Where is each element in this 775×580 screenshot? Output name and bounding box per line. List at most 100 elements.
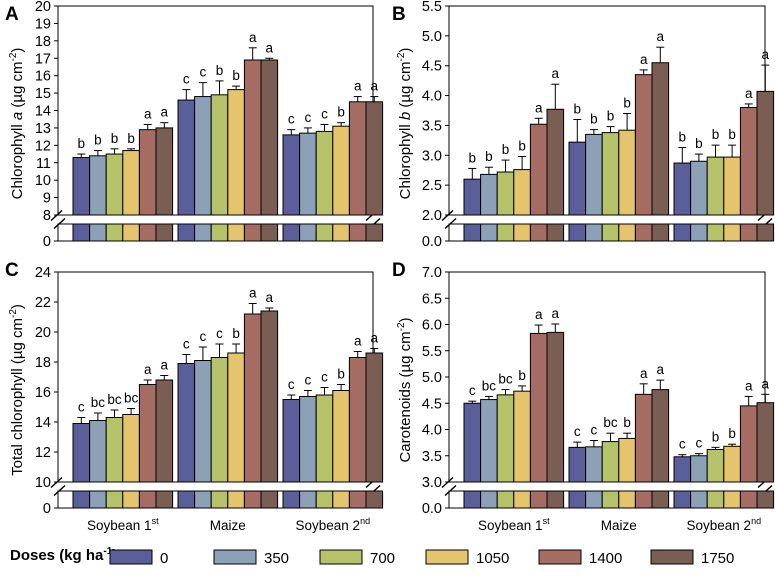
y-axis-label-text: Chlorophyll xyxy=(9,120,26,199)
y-tick-label: 20 xyxy=(35,325,51,341)
bar xyxy=(706,448,725,483)
significance-letter: c xyxy=(200,329,207,344)
bar-base xyxy=(756,223,775,242)
y-tick-label: 2.5 xyxy=(422,178,442,194)
bar xyxy=(463,178,482,216)
bar-base xyxy=(585,223,603,242)
bar-base xyxy=(177,223,196,242)
significance-letter: a xyxy=(640,52,648,67)
significance-letter: b xyxy=(94,133,102,148)
bar xyxy=(651,62,670,216)
bar-base xyxy=(299,490,317,509)
y-tick-label: 22 xyxy=(35,295,51,311)
bar-base xyxy=(227,223,245,242)
y-tick-label: 18 xyxy=(35,34,51,50)
x-group-label-text: Maize xyxy=(210,518,246,533)
axis-break-mark xyxy=(444,217,457,230)
y-axis-label-text: Chlorophyll xyxy=(397,120,414,199)
bar xyxy=(138,129,157,216)
bar-base xyxy=(105,490,124,509)
bar-group: c c bc ba a xyxy=(568,362,670,509)
y-tick-label: 3.0 xyxy=(422,475,442,491)
bar xyxy=(315,394,334,483)
bar xyxy=(348,101,367,216)
axis-break-gap xyxy=(758,216,772,223)
significance-letter: b xyxy=(469,150,477,165)
significance-letter: b xyxy=(127,131,135,146)
y-tick-label: 4.5 xyxy=(422,59,442,75)
y-axis-label-text: Carotenoids xyxy=(397,382,414,463)
y-tick-label: 6.5 xyxy=(422,291,442,307)
significance-letter: c xyxy=(78,400,85,415)
legend-items: 0 350 700 1050 1400 1750 xyxy=(109,549,734,567)
legend-swatch xyxy=(319,549,363,565)
significance-letter: c xyxy=(469,383,476,398)
y-tick-label: 10 xyxy=(35,173,51,189)
y-axis-ticks: 2.0 2.5 3.0 3.5 4.0 4.5 5.0 5.5 0.0 xyxy=(422,0,449,250)
y-tick-label: 16 xyxy=(35,385,51,401)
bar xyxy=(315,130,334,216)
bar-base xyxy=(194,223,212,242)
significance-letter: b xyxy=(518,368,526,383)
bar-group: c bc bc ba a xyxy=(463,306,565,509)
axis-break-gap xyxy=(442,483,456,490)
bar xyxy=(634,393,653,483)
y-axis-label-unit: (µg cm xyxy=(397,331,414,381)
bar-base xyxy=(618,490,636,509)
legend: Doses (kg ha-1) 0 350 700 1050 1400 1750 xyxy=(10,546,734,567)
bar xyxy=(739,107,758,216)
panel-label: B xyxy=(392,4,406,25)
bar xyxy=(332,125,350,216)
bar xyxy=(618,129,636,216)
significance-letter: c xyxy=(200,65,207,80)
bar-base xyxy=(155,223,174,242)
x-group-label: Soybean 1st xyxy=(87,516,159,533)
x-group-label-text: Soybean 2 xyxy=(296,518,361,533)
y-axis-label: Chlorophyll b (µg cm-2) xyxy=(396,48,414,200)
significance-letter: b xyxy=(728,426,736,441)
bar xyxy=(138,384,157,483)
bar-group: c bc bc bca a xyxy=(72,358,174,509)
y-tick-label: 0 xyxy=(43,234,51,250)
y-tick-label: 2.0 xyxy=(422,208,442,224)
x-group-label: Soybean 2nd xyxy=(296,516,371,533)
bar-base xyxy=(138,223,157,242)
significance-letter: a xyxy=(371,331,379,346)
axis-break-mark xyxy=(444,484,457,497)
y-tick-label: 5.5 xyxy=(422,344,442,360)
bar xyxy=(210,94,229,216)
bar xyxy=(480,399,498,483)
bar xyxy=(739,405,758,483)
y-tick-label: 13 xyxy=(35,121,51,137)
bar xyxy=(282,134,301,216)
legend-label: 700 xyxy=(370,550,395,567)
significance-letter: c xyxy=(216,326,223,341)
bar-base xyxy=(243,223,262,242)
bar-base xyxy=(332,490,350,509)
x-group-label-sup: st xyxy=(543,516,551,526)
axis-break-gap xyxy=(366,216,380,223)
significance-letter: c xyxy=(183,72,190,87)
bar-base xyxy=(210,490,229,509)
significance-letter: a xyxy=(745,378,753,393)
legend-label: 350 xyxy=(264,550,289,567)
y-axis-label-close: ) xyxy=(9,48,26,53)
significance-letter: b xyxy=(590,112,598,127)
bar xyxy=(568,446,587,483)
bar xyxy=(260,310,279,483)
significance-letter: a xyxy=(552,306,560,321)
bar-base xyxy=(739,223,758,242)
x-group-label: Soybean 1st xyxy=(478,516,550,533)
axis-break-gap xyxy=(442,216,456,223)
bar xyxy=(546,331,565,483)
bar xyxy=(513,169,531,216)
axis-break-mark xyxy=(53,217,66,230)
significance-letter: b xyxy=(78,136,86,151)
